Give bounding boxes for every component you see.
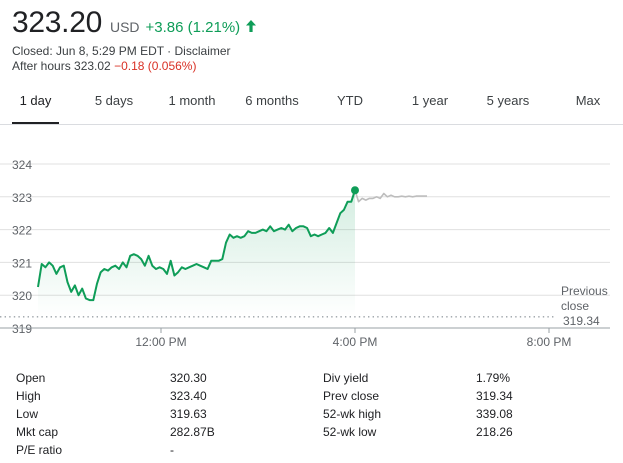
y-tick-label: 320 bbox=[12, 289, 32, 303]
last-price-marker bbox=[351, 186, 359, 195]
tab-1-year[interactable]: 1 year bbox=[411, 93, 449, 108]
stats-row: High 323.40 Prev close 319.34 bbox=[0, 387, 623, 405]
active-tab-indicator bbox=[12, 122, 59, 125]
stat-value: 1.79% bbox=[476, 371, 511, 385]
range-tabs: 1 day 5 days 1 month 6 months YTD 1 year… bbox=[0, 82, 623, 125]
stat-label: Open bbox=[16, 371, 46, 385]
tab-ytd[interactable]: YTD bbox=[337, 93, 363, 108]
after-hours-info: After hours 323.02 −0.18 (0.056%) bbox=[12, 59, 196, 73]
intraday-area bbox=[38, 190, 355, 317]
stat-value: 323.40 bbox=[170, 389, 207, 403]
stat-value: 282.87B bbox=[170, 425, 215, 439]
stat-label: High bbox=[16, 389, 41, 403]
current-price: 323.20 bbox=[12, 6, 102, 39]
arrow-up-icon bbox=[246, 20, 257, 32]
stat-value: 320.30 bbox=[170, 371, 207, 385]
stat-value: 319.34 bbox=[476, 389, 513, 403]
tab-max[interactable]: Max bbox=[575, 93, 601, 108]
tab-1-month[interactable]: 1 month bbox=[168, 93, 216, 108]
stat-value: 218.26 bbox=[476, 425, 513, 439]
stats-row: Mkt cap 282.87B 52-wk low 218.26 bbox=[0, 423, 623, 441]
previous-close-label: Previous bbox=[561, 284, 608, 298]
stat-label: Div yield bbox=[323, 371, 369, 385]
tab-1-day[interactable]: 1 day bbox=[19, 93, 52, 108]
y-tick-label: 322 bbox=[12, 224, 32, 238]
y-tick-label: 324 bbox=[12, 158, 32, 172]
previous-close-label: close bbox=[561, 299, 589, 313]
stat-label: 52-wk high bbox=[323, 407, 382, 421]
stats-row: P/E ratio - bbox=[0, 441, 623, 459]
stat-value: - bbox=[170, 443, 174, 457]
intraday-line bbox=[37, 189, 356, 302]
price-change: +3.86 (1.21%) bbox=[145, 19, 241, 36]
y-tick-label: 321 bbox=[12, 256, 32, 270]
tab-5-days[interactable]: 5 days bbox=[94, 93, 134, 108]
quote-header: 323.20 USD +3.86 (1.21%) bbox=[12, 6, 257, 40]
tab-6-months[interactable]: 6 months bbox=[245, 93, 299, 108]
x-tick-label: 12:00 PM bbox=[135, 335, 186, 349]
after-hours-line bbox=[354, 189, 427, 203]
closed-text: Closed: Jun 8, 5:29 PM EDT · Disclaimer bbox=[12, 44, 231, 58]
previous-close-value: 319.34 bbox=[563, 314, 600, 328]
stat-label: Prev close bbox=[323, 389, 380, 403]
stat-value: 319.63 bbox=[170, 407, 207, 421]
stat-label: 52-wk low bbox=[323, 425, 377, 439]
stats-row: Open 320.30 Div yield 1.79% bbox=[0, 369, 623, 387]
stat-label: P/E ratio bbox=[16, 443, 63, 457]
after-hours-change: −0.18 (0.056%) bbox=[114, 59, 197, 73]
tab-5-years[interactable]: 5 years bbox=[486, 93, 530, 108]
x-tick-label: 4:00 PM bbox=[333, 335, 378, 349]
stats-row: Low 319.63 52-wk high 339.08 bbox=[0, 405, 623, 423]
stat-label: Mkt cap bbox=[16, 425, 59, 439]
stat-value: 339.08 bbox=[476, 407, 513, 421]
currency-label: USD bbox=[109, 19, 140, 35]
y-tick-label: 319 bbox=[12, 322, 32, 336]
after-hours-label: After hours 323.02 bbox=[12, 59, 111, 73]
y-tick-label: 323 bbox=[12, 191, 32, 205]
stat-label: Low bbox=[16, 407, 39, 421]
tabs-divider bbox=[0, 124, 623, 125]
x-tick-label: 8:00 PM bbox=[527, 335, 572, 349]
